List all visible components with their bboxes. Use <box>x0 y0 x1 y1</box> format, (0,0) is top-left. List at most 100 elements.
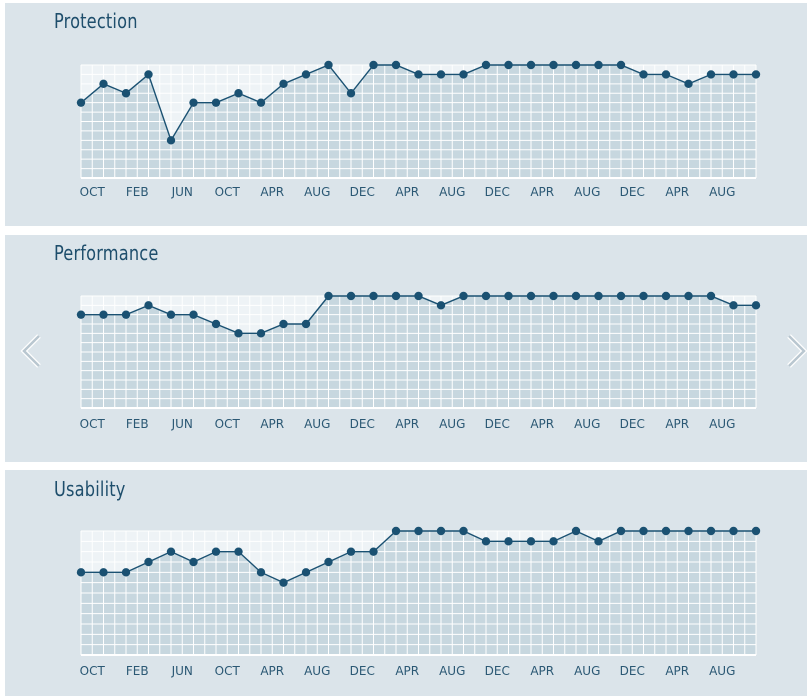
data-point <box>459 291 468 301</box>
data-point <box>301 70 311 79</box>
data-point <box>436 526 446 536</box>
data-point <box>639 291 648 301</box>
chevron-right-icon[interactable] <box>786 333 808 369</box>
x-tick-label: OCT <box>215 664 241 678</box>
data-point <box>684 526 693 536</box>
data-point <box>594 60 603 70</box>
protection-chart: OCT FEB JUN OCT APR AUG DEC APR AUG DEC APR AUG DEC A… <box>76 60 761 199</box>
x-tick-label: APR <box>260 185 284 199</box>
data-point <box>256 98 266 107</box>
x-tick-label: APR <box>530 417 554 431</box>
x-tick-label: OCT <box>215 417 241 431</box>
data-point <box>211 319 221 329</box>
x-tick-label: DEC <box>350 417 375 431</box>
data-point <box>571 291 581 301</box>
data-point <box>436 301 446 310</box>
data-point <box>76 568 86 577</box>
x-tick-label: AUG <box>304 185 330 199</box>
grid <box>80 530 757 656</box>
data-point <box>391 526 401 536</box>
data-point <box>549 291 558 301</box>
x-tick-label: DEC <box>350 664 375 678</box>
data-point <box>76 310 86 319</box>
data-point <box>211 547 221 556</box>
x-tick-label: JUN <box>171 185 193 199</box>
x-tick-label: AUG <box>709 664 735 678</box>
data-point <box>729 301 738 310</box>
x-tick-label: AUG <box>574 417 600 431</box>
data-point <box>414 291 423 301</box>
x-tick-label: APR <box>665 417 689 431</box>
x-tick-label: AUG <box>574 664 600 678</box>
data-point <box>549 60 558 70</box>
data-point <box>346 547 356 556</box>
data-point <box>706 70 716 79</box>
data-point <box>459 70 468 79</box>
data-point <box>751 526 761 536</box>
data-point <box>144 301 153 310</box>
data-point <box>121 89 131 98</box>
x-tick-label: DEC <box>485 185 510 199</box>
data-point <box>76 98 86 107</box>
data-point <box>166 547 176 556</box>
data-point <box>436 70 446 79</box>
data-point <box>661 70 671 79</box>
data-point <box>616 60 626 70</box>
x-tick-label: APR <box>260 664 284 678</box>
data-point <box>346 89 356 98</box>
performance-chart: OCT FEB JUN OCT APR AUG DEC APR AUG DEC APR AUG DEC A… <box>76 291 761 431</box>
x-tick-label: DEC <box>350 185 375 199</box>
data-point <box>256 329 266 338</box>
data-point <box>279 578 288 587</box>
data-point <box>99 79 108 89</box>
data-point <box>391 60 401 70</box>
grid <box>80 295 757 409</box>
data-point <box>706 526 716 536</box>
x-tick-label: DEC <box>485 417 510 431</box>
x-tick-label: APR <box>395 185 419 199</box>
data-point <box>729 526 738 536</box>
data-point <box>414 526 423 536</box>
x-tick-label: DEC <box>620 417 645 431</box>
x-tick-label: AUG <box>574 185 600 199</box>
x-tick-label: OCT <box>80 664 106 678</box>
data-point <box>211 98 221 107</box>
data-point <box>166 310 176 319</box>
x-tick-label: AUG <box>709 185 735 199</box>
x-tick-label: AUG <box>304 664 330 678</box>
x-tick-label: APR <box>530 185 554 199</box>
data-point <box>526 291 536 301</box>
data-point <box>324 291 333 301</box>
x-tick-label: APR <box>665 664 689 678</box>
protection-panel: Protection OCT FEB JUN OCT APR AUG DEC APR AUG DE… <box>5 3 807 226</box>
data-point <box>504 60 513 70</box>
data-point <box>121 568 131 577</box>
x-tick-label: DEC <box>620 185 645 199</box>
data-point <box>414 70 423 79</box>
data-point <box>751 301 761 310</box>
data-point <box>99 310 108 319</box>
data-point <box>661 526 671 536</box>
performance-title: Performance <box>54 241 159 265</box>
x-tick-label: FEB <box>126 417 149 431</box>
data-point <box>616 291 626 301</box>
data-point <box>189 310 198 319</box>
data-point <box>639 70 648 79</box>
data-point <box>549 537 558 546</box>
data-point <box>369 291 378 301</box>
data-point <box>166 136 176 145</box>
x-tick-label: JUN <box>171 417 193 431</box>
chevron-left-icon[interactable] <box>20 333 42 369</box>
data-point <box>234 547 243 556</box>
data-point <box>661 291 671 301</box>
x-tick-label: APR <box>665 185 689 199</box>
data-point <box>144 557 153 567</box>
x-tick-label: JUN <box>171 664 193 678</box>
x-tick-label: APR <box>395 664 419 678</box>
data-point <box>301 319 311 329</box>
data-point <box>369 60 378 70</box>
x-tick-label: APR <box>260 417 284 431</box>
x-tick-label: FEB <box>126 664 149 678</box>
data-point <box>526 60 536 70</box>
data-point <box>391 291 401 301</box>
